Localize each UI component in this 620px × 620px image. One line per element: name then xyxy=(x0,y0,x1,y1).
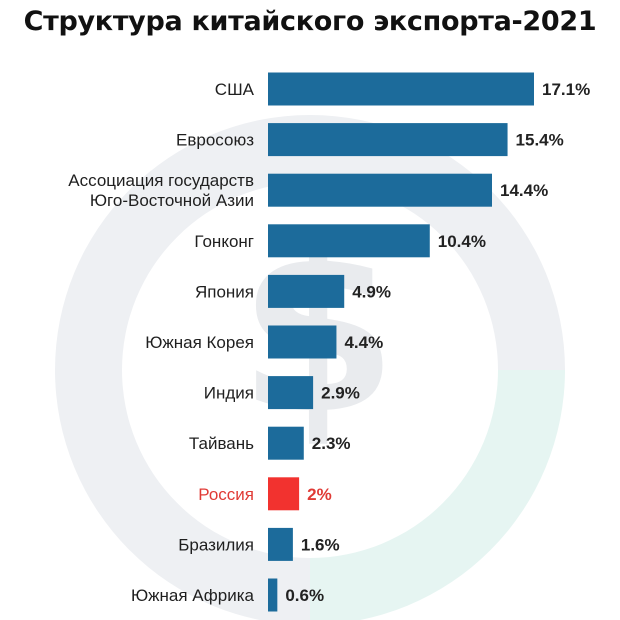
bar xyxy=(268,123,508,157)
value-label: 15.4% xyxy=(516,131,564,150)
bar xyxy=(268,274,345,308)
category-label: Япония xyxy=(195,282,254,301)
category-label: Ассоциация государств Юго-Восточной Азии xyxy=(68,171,254,210)
category-label: Россия xyxy=(198,485,254,504)
category-label: Южная Африка xyxy=(131,586,255,605)
value-label: 1.6% xyxy=(301,535,340,554)
value-label: 17.1% xyxy=(542,80,590,99)
value-label: 0.6% xyxy=(285,586,324,605)
category-label: Евросоюз xyxy=(176,131,254,150)
category-label: Бразилия xyxy=(178,535,254,554)
bar xyxy=(268,173,492,207)
bar xyxy=(268,426,304,460)
value-label: 2% xyxy=(307,485,332,504)
chart-title: Структура китайского экспорта-2021 xyxy=(23,6,597,37)
bars-group xyxy=(268,72,534,612)
bar-highlighted xyxy=(268,477,300,511)
value-label: 10.4% xyxy=(438,232,486,251)
value-label: 4.4% xyxy=(344,333,383,352)
value-label: 2.9% xyxy=(321,384,360,403)
category-label: Индия xyxy=(204,384,254,403)
value-labels-group: 17.1% 15.4% 14.4% 10.4% 4.9% 4.4% 2.9% 2.3% 2% 1.… xyxy=(285,80,590,605)
category-labels-group: США Евросоюз Ассоциация государств Юго-Вост… xyxy=(68,80,254,605)
category-label: Тайвань xyxy=(189,434,254,453)
bar xyxy=(268,224,430,258)
bar xyxy=(268,72,534,106)
bar xyxy=(268,527,293,561)
value-label: 2.3% xyxy=(312,434,351,453)
ring-segment-teal xyxy=(310,370,565,620)
category-label: Южная Корея xyxy=(145,333,254,352)
category-label: США xyxy=(215,80,255,99)
bar xyxy=(268,325,337,359)
value-label: 4.9% xyxy=(352,282,391,301)
value-label: 14.4% xyxy=(500,181,548,200)
category-label: Гонконг xyxy=(194,232,254,251)
bar xyxy=(268,376,314,410)
bar xyxy=(268,578,278,612)
